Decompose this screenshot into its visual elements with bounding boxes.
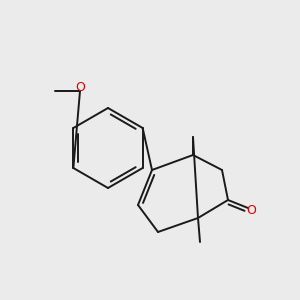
Text: O: O [247,204,256,217]
Text: O: O [75,81,85,94]
